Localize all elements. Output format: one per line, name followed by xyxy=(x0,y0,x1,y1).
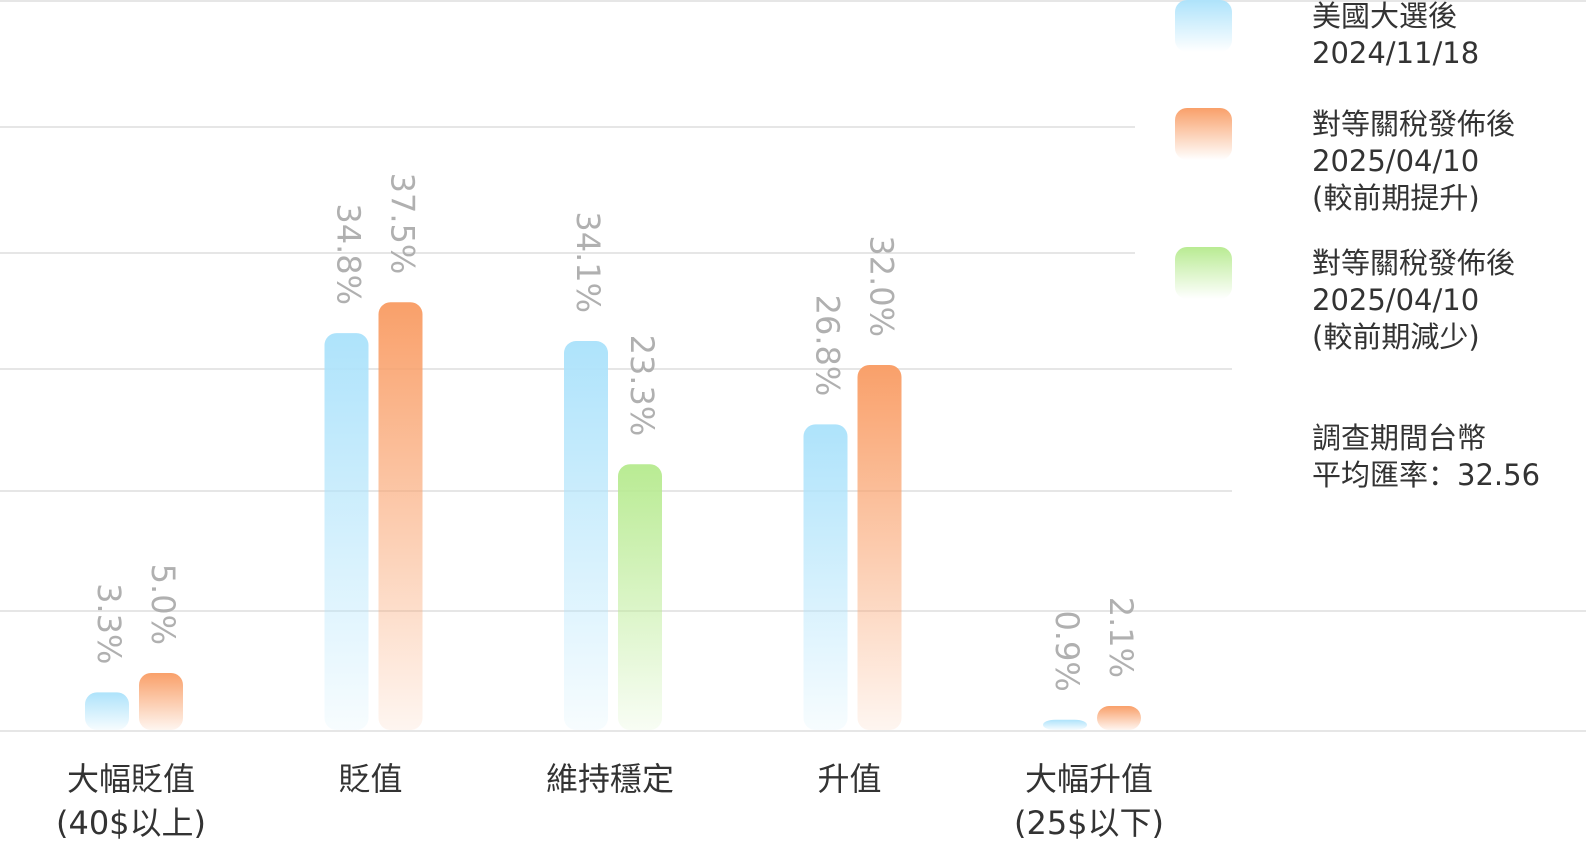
value-label: 34.1% xyxy=(569,211,607,313)
value-label: 37.5% xyxy=(384,173,422,275)
annotation: 調查期間台幣 平均匯率：32.56 xyxy=(1312,421,1541,492)
value-label: 3.3% xyxy=(90,583,128,664)
bar xyxy=(378,302,423,730)
bar xyxy=(1097,706,1141,730)
x-tick-label: 維持穩定 xyxy=(545,760,674,798)
x-tick-label: 大幅貶值 (40$以上) xyxy=(55,760,207,842)
bar xyxy=(139,672,183,730)
grid xyxy=(0,0,1586,732)
bar xyxy=(564,341,608,730)
value-label: 26.8% xyxy=(809,295,847,397)
legend-label: 對等關稅發佈後 2025/04/10 (較前期減少) xyxy=(1312,246,1516,354)
legend-swatch xyxy=(1175,247,1232,299)
value-label: 32.0% xyxy=(863,235,901,337)
value-label: 0.9% xyxy=(1048,610,1086,691)
bar xyxy=(85,692,129,730)
value-label: 2.1% xyxy=(1102,597,1140,678)
value-label: 23.3% xyxy=(623,335,661,437)
bar xyxy=(857,365,902,730)
legend-swatch xyxy=(1175,0,1232,52)
bar xyxy=(324,333,369,730)
legend-swatch xyxy=(1175,108,1232,160)
legend-label: 對等關稅發佈後 2025/04/10 (較前期提升) xyxy=(1312,107,1516,215)
x-tick-label: 升值 xyxy=(817,760,882,798)
bar xyxy=(1043,719,1087,730)
value-label: 34.8% xyxy=(330,203,368,305)
bar xyxy=(618,464,662,730)
value-label: 5.0% xyxy=(144,564,182,645)
legend-label: 美國大選後 2024/11/18 xyxy=(1312,0,1480,70)
x-tick-label: 貶值 xyxy=(338,760,403,798)
bar xyxy=(803,424,848,730)
x-tick-label: 大幅升值 (25$以下) xyxy=(1013,760,1165,842)
